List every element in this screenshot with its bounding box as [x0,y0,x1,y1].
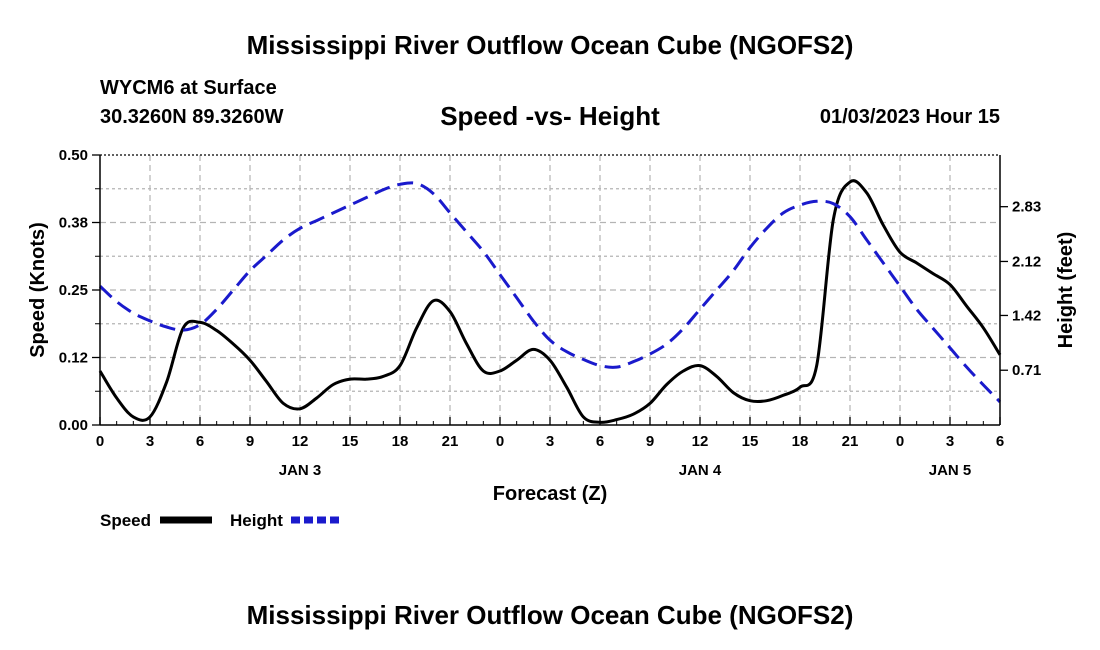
y2-tick-label: 2.12 [1012,253,1041,270]
x-axis-title: Forecast (Z) [493,483,607,505]
x-tick-label: 21 [442,433,459,450]
y2-tick-label: 0.71 [1012,362,1041,379]
y-tick-label: 0.38 [59,215,88,232]
x-tick-label: 6 [196,433,204,450]
y-tick-label: 0.50 [59,147,88,164]
y-tick-label: 0.12 [59,350,88,367]
x-tick-label: 6 [996,433,1004,450]
x-tick-label: 15 [742,433,759,450]
x-tick-label: 12 [292,433,309,450]
axes-layer [92,154,1008,426]
date-label: JAN 3 [279,462,322,479]
speed-series-line [98,179,1002,424]
labels-layer: 0 3 6 9 12 15 18 21 0 3 6 9 12 15 18 21 0 3 6 0.00 0.12 0.25 0… [27,147,1077,505]
x-tick-label: 18 [392,433,409,450]
x-tick-label: 3 [546,433,554,450]
y-tick-label: 0.00 [59,417,88,434]
x-tick-label: 3 [946,433,954,450]
legend-label-speed: Speed [100,511,151,530]
legend: Speed Height [100,511,342,530]
grid-layer [100,155,1000,425]
forecast-datetime: 01/03/2023 Hour 15 [819,106,1000,128]
legend-label-height: Height [230,511,283,530]
x-tick-label: 18 [792,433,809,450]
x-tick-label: 0 [96,433,104,450]
x-tick-label: 9 [246,433,254,450]
date-label: JAN 5 [929,462,972,479]
x-tick-label: 21 [842,433,859,450]
y2-tick-label: 1.42 [1012,307,1041,324]
x-tick-label: 0 [896,433,904,450]
chart-main-title: Mississippi River Outflow Ocean Cube (NG… [246,30,854,60]
series-layer [98,179,1002,424]
x-tick-label: 0 [496,433,504,450]
x-tick-label: 6 [596,433,604,450]
y2-tick-label: 2.83 [1012,199,1041,216]
y-axis-title: Speed (Knots) [27,222,49,358]
station-label: WYCM6 at Surface [100,77,277,99]
coordinates-label: 30.3260N 89.3260W [100,106,284,128]
x-tick-label: 15 [342,433,359,450]
chart-subtitle: Speed -vs- Height [440,101,660,131]
y2-axis-title: Height (feet) [1055,232,1077,349]
x-tick-label: 12 [692,433,709,450]
date-label: JAN 4 [679,462,722,479]
y-tick-label: 0.25 [59,282,88,299]
height-series-line [98,181,1002,403]
x-tick-label: 9 [646,433,654,450]
footer-title: Mississippi River Outflow Ocean Cube (NG… [246,600,854,630]
x-tick-label: 3 [146,433,154,450]
